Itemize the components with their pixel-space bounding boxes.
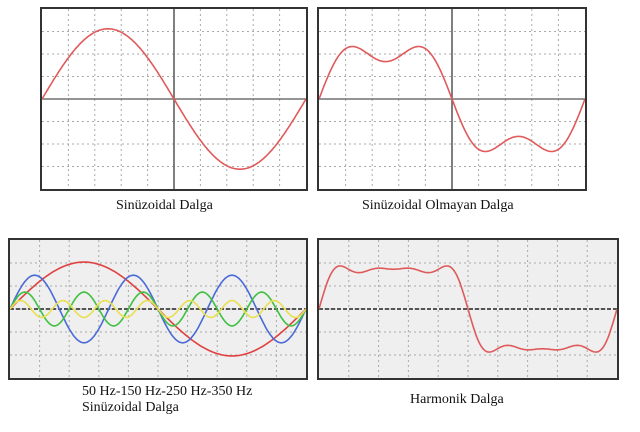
sinusoidal-wave-caption: Sinüzoidal Dalga — [116, 198, 213, 213]
non-sinusoidal-wave-plot — [319, 9, 585, 189]
multi-frequency-wave-plot — [10, 240, 306, 378]
wave-350-hz — [10, 299, 306, 319]
wave-harmonic — [319, 265, 617, 353]
non-sinusoidal-wave-panel — [317, 7, 587, 191]
multi-frequency-caption-line1: 50 Hz-150 Hz-250 Hz-350 Hz — [82, 384, 253, 399]
harmonic-wave-caption: Harmonik Dalga — [410, 392, 504, 407]
multi-frequency-wave-panel — [8, 238, 308, 380]
non-sinusoidal-wave-caption: Sinüzoidal Olmayan Dalga — [362, 198, 514, 213]
wave-non-sinusoidal — [319, 45, 585, 153]
sinusoidal-wave-plot — [42, 9, 306, 189]
wave-sine — [42, 28, 306, 170]
harmonic-wave-panel — [317, 238, 619, 380]
sinusoidal-wave-panel — [40, 7, 308, 191]
multi-frequency-caption-line2: Sinüzoidal Dalga — [82, 400, 179, 415]
harmonic-wave-plot — [319, 240, 617, 378]
